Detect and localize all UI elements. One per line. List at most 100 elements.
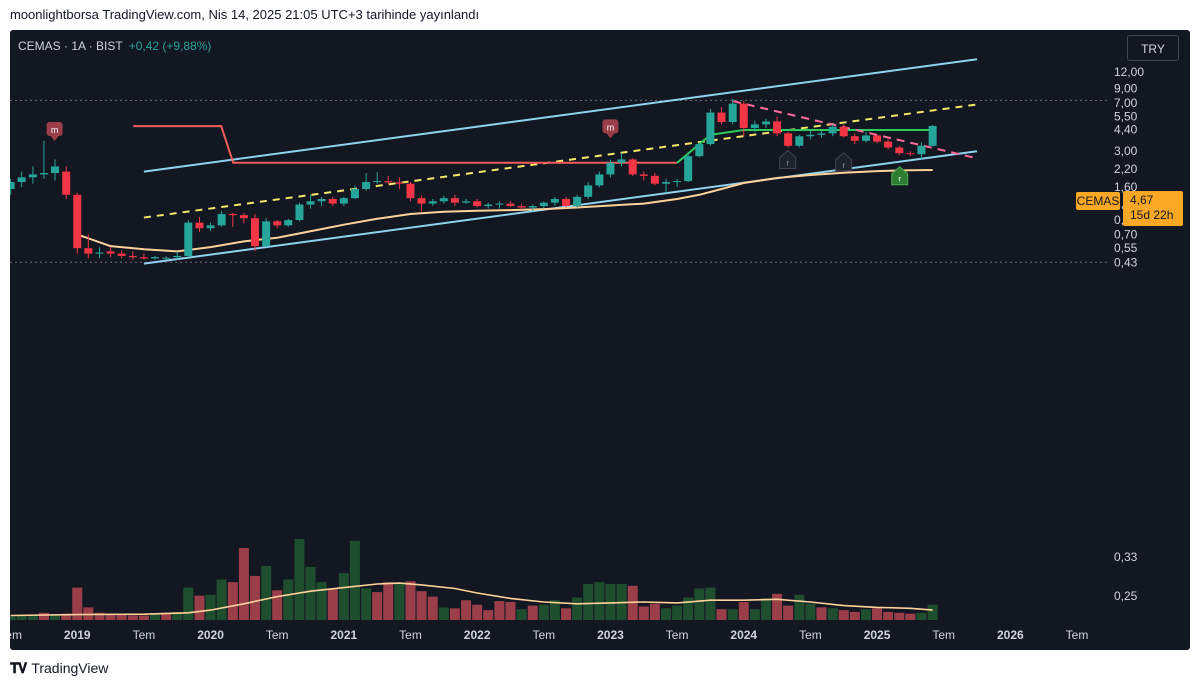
- candle-body: [806, 134, 815, 137]
- volume-bar: [494, 601, 505, 620]
- volume-bar: [349, 540, 360, 620]
- volume-bar: [672, 605, 683, 620]
- candle-body: [84, 248, 93, 254]
- supertrend-line: [676, 128, 934, 164]
- candle-body: [106, 251, 115, 254]
- candle: [750, 120, 759, 133]
- candle-body: [795, 136, 804, 146]
- candle-body: [39, 172, 48, 175]
- volume-bar: [783, 605, 794, 620]
- x-axis-tick-label: Tem: [1066, 628, 1089, 642]
- candle-body: [850, 136, 859, 141]
- candle-body: [384, 181, 393, 183]
- y-axis-tick-label: 0,33: [1114, 550, 1138, 564]
- candle-body: [206, 225, 215, 229]
- candle-body: [728, 103, 737, 123]
- volume-bar: [183, 587, 194, 620]
- candle-body: [517, 206, 526, 208]
- volume-bar: [383, 582, 394, 620]
- candle-body: [462, 201, 471, 203]
- candle: [228, 212, 237, 227]
- candle-body: [906, 153, 915, 155]
- candle-body: [150, 257, 159, 259]
- x-axis-tick-label: Tem: [799, 628, 822, 642]
- volume-bar: [772, 593, 783, 620]
- signal-marker-m[interactable]: m: [602, 119, 619, 139]
- price-chart[interactable]: m m r r r 12,00 9,007,005,504,40 3,00 2,20 1,60 1…: [10, 30, 1190, 650]
- volume-bar: [872, 608, 883, 620]
- volume-bar: [605, 584, 616, 620]
- signal-marker-m[interactable]: m: [46, 121, 63, 141]
- candle-body: [217, 214, 226, 226]
- candle-body: [295, 204, 304, 221]
- candle-body: [750, 124, 759, 129]
- channel-upper-line: [143, 58, 978, 173]
- candle: [195, 216, 204, 233]
- chart-panel[interactable]: m m r r r 12,00 9,007,005,504,40 3,00 2,20 1,60 1…: [10, 30, 1190, 650]
- volume-bar: [727, 609, 738, 620]
- volume-bar: [883, 611, 894, 620]
- candle-body: [484, 204, 493, 207]
- candle: [617, 153, 626, 167]
- volume-bar: [116, 614, 127, 620]
- signal-marker-r[interactable]: r: [835, 152, 853, 172]
- volume-bar: [138, 615, 149, 620]
- signal-marker-r[interactable]: r: [891, 166, 909, 186]
- candle: [439, 195, 448, 204]
- volume-bar: [205, 594, 216, 620]
- candle: [673, 178, 682, 188]
- candle: [584, 182, 593, 200]
- volume-bar: [516, 609, 527, 620]
- candle-body: [439, 198, 448, 202]
- candle: [28, 166, 37, 184]
- volume-bar: [405, 581, 416, 620]
- volume-bar: [127, 615, 138, 620]
- volume-bar: [649, 603, 660, 620]
- candle: [128, 251, 137, 260]
- volume-bar: [416, 591, 427, 620]
- candle: [773, 116, 782, 137]
- y-axis-tick-label: 2,20: [1114, 162, 1138, 176]
- currency-button[interactable]: TRY: [1127, 35, 1179, 61]
- candle: [428, 199, 437, 207]
- volume-bar: [927, 604, 938, 620]
- y-axis-tick-label: 7,00: [1114, 96, 1138, 110]
- candle-body: [73, 194, 82, 249]
- x-axis-tick-label: Tem: [666, 628, 689, 642]
- candle: [539, 201, 548, 209]
- volume-bar: [294, 539, 305, 620]
- brand-name[interactable]: TradingView: [31, 660, 109, 676]
- signal-marker-r[interactable]: r: [779, 149, 797, 170]
- volume-bar: [716, 609, 727, 620]
- volume-bar: [94, 612, 105, 620]
- volume-bar: [38, 612, 49, 620]
- volume-bar: [849, 611, 860, 620]
- candle-body: [550, 199, 559, 203]
- candle: [173, 251, 182, 260]
- volume-bar: [738, 602, 749, 620]
- x-axis-tick-label: 2020: [197, 628, 224, 642]
- candle-body: [706, 112, 715, 145]
- volume-bar: [172, 611, 183, 620]
- tradingview-logo-icon: 𝐓𝐕: [10, 659, 27, 676]
- signal-marker-box: [779, 149, 797, 170]
- volume-bar: [538, 604, 549, 620]
- candle: [73, 192, 82, 254]
- candle-body: [839, 126, 848, 137]
- candle-body: [117, 253, 126, 256]
- candle-body: [450, 198, 459, 203]
- candle-body: [284, 220, 293, 226]
- candle-body: [128, 255, 137, 258]
- candle-body: [895, 147, 904, 154]
- candle-body: [10, 182, 15, 189]
- candle-body: [595, 174, 604, 186]
- x-axis-tick-label: 2021: [331, 628, 358, 642]
- x-axis-tick-label: Tem: [399, 628, 422, 642]
- volume-bar: [572, 597, 583, 620]
- candle: [717, 107, 726, 125]
- candle: [162, 255, 171, 260]
- volume-bar: [594, 582, 605, 620]
- candle-body: [684, 156, 693, 182]
- volume-bar: [261, 566, 272, 620]
- publish-caption: moonlightborsa TradingView.com, Nis 14, …: [10, 7, 480, 22]
